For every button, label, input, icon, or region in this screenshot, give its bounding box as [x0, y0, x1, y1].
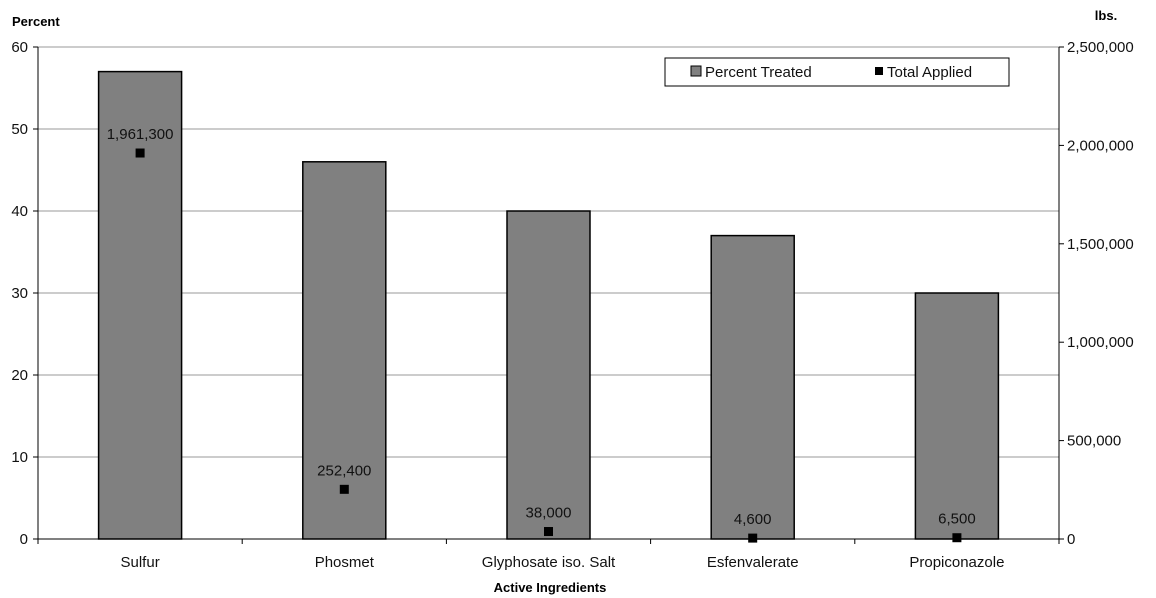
y-left-tick-label: 40: [11, 203, 28, 220]
x-tick-label: Sulfur: [121, 554, 160, 571]
legend-label-percent-treated: Percent Treated: [705, 64, 812, 81]
y-left-axis-title: Percent: [12, 14, 60, 29]
x-tick-label: Phosmet: [315, 554, 375, 571]
data-label-total-applied: 4,600: [734, 511, 772, 528]
legend-swatch-percent-treated: [690, 65, 702, 77]
legend: Percent Treated Total Applied: [664, 57, 1010, 87]
y-right-tick-label: 2,000,000: [1067, 137, 1134, 154]
x-axis-title: Active Ingredients: [494, 580, 607, 595]
point-total-applied: [952, 533, 962, 543]
bar-propiconazole: [914, 292, 1000, 540]
x-tick-label: Glyphosate iso. Salt: [482, 554, 616, 571]
y-left-tick-label: 30: [11, 285, 28, 302]
bar-glyphosate-iso-salt: [506, 210, 591, 540]
y-left-tick-label: 10: [11, 449, 28, 466]
x-tick-label: Esfenvalerate: [707, 554, 799, 571]
point-total-applied: [748, 533, 758, 543]
point-total-applied: [135, 148, 145, 158]
y-left-tick-label: 20: [11, 367, 28, 384]
data-label-total-applied: 6,500: [938, 511, 976, 528]
bar-esfenvalerate: [710, 234, 795, 540]
y-right-axis-title: lbs.: [1095, 8, 1117, 23]
legend-swatch-total-applied: [875, 67, 883, 75]
bars: [97, 70, 1000, 540]
legend-box: [664, 57, 1010, 87]
data-label-total-applied: 38,000: [526, 505, 572, 522]
y-right-tick-label: 2,500,000: [1067, 39, 1134, 56]
point-total-applied: [544, 527, 553, 537]
y-left-tick-label: 0: [20, 531, 28, 548]
point-total-applied: [339, 484, 349, 494]
y-right-tick-label: 1,500,000: [1067, 236, 1134, 253]
bar-phosmet: [302, 161, 387, 540]
y-right-tick-label: 500,000: [1067, 433, 1121, 450]
tick-labels: 0 10 20 30 40 50 60 0 500,000 1,000,000 1,500,000 2…: [11, 39, 1133, 571]
x-tick-label: Propiconazole: [909, 554, 1004, 571]
y-left-tick-label: 50: [11, 121, 28, 138]
y-right-tick-label: 0: [1067, 531, 1075, 548]
data-label-total-applied: 1,961,300: [107, 126, 174, 143]
y-right-tick-label: 1,000,000: [1067, 334, 1134, 351]
y-left-tick-label: 60: [11, 39, 28, 56]
data-label-total-applied: 252,400: [317, 462, 371, 479]
markers: 1,961,300 252,400 38,000 4,600 6,500: [107, 126, 976, 543]
legend-label-total-applied: Total Applied: [887, 64, 972, 81]
